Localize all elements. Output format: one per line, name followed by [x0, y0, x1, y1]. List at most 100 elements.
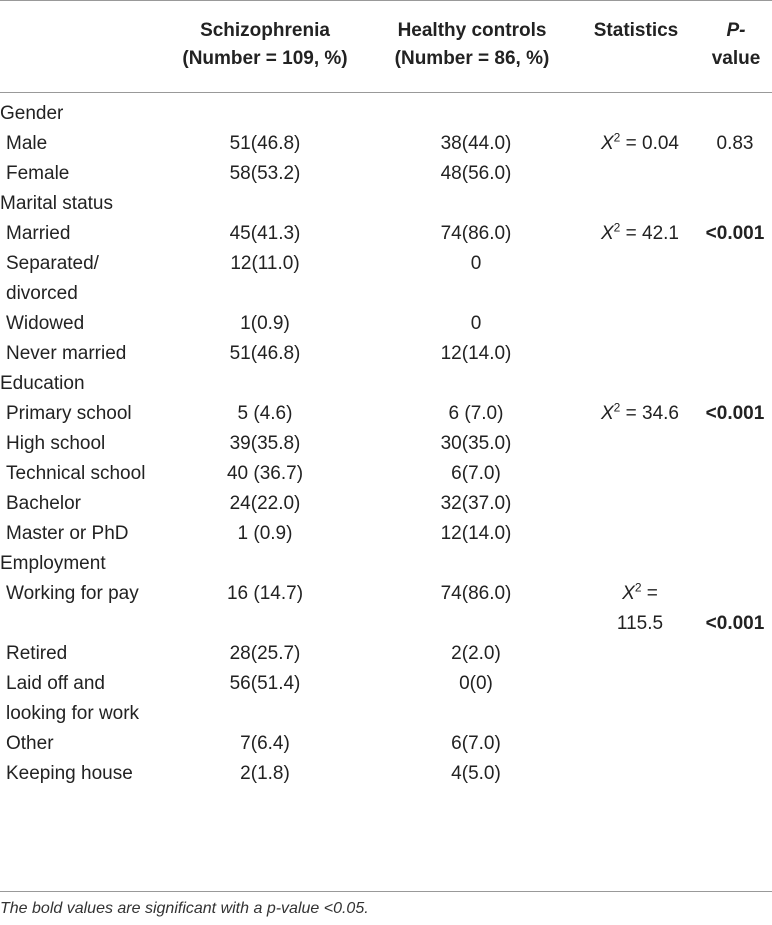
p-value [698, 459, 772, 489]
p-value [698, 309, 772, 339]
schizophrenia-value: 12(11.0) [230, 253, 300, 274]
header-controls: Healthy controls (Number = 86, %) [372, 17, 572, 73]
row-label: Technical school [6, 463, 146, 484]
p-value [698, 189, 772, 219]
p-value [698, 429, 772, 459]
schizophrenia-value: 39(35.8) [229, 433, 301, 454]
row-label: High school [6, 433, 106, 454]
statistic-value: X2 = 0.04 [582, 129, 698, 159]
controls-value [370, 369, 582, 399]
p-value [698, 759, 772, 789]
statistic-value [582, 729, 698, 759]
row-label: Separated/ divorced [6, 253, 99, 304]
row-label: Primary school [6, 403, 132, 424]
statistic-value [582, 159, 698, 189]
header-statistics: Statistics [580, 17, 692, 45]
schizophrenia-value: 5 (4.6) [237, 403, 293, 424]
table-row: Working for pay 16 (14.7) 74(86.0) X2 = 115… [0, 579, 772, 639]
controls-value: 12(14.0) [440, 523, 512, 544]
controls-value: 2(2.0) [451, 643, 501, 664]
p-value [698, 549, 772, 579]
header-controls-count: (Number = 86, %) [394, 48, 550, 69]
statistic-value [582, 489, 698, 519]
table-row: Married 45(41.3) 74(86.0) X2 = 42.1 <0.001 [0, 219, 772, 249]
table-row: Widowed 1(0.9) 0 [0, 309, 772, 339]
p-value: <0.001 [705, 223, 765, 244]
section-label: Employment [0, 553, 106, 574]
controls-value: 74(86.0) [440, 583, 512, 604]
header-rule [0, 92, 772, 93]
controls-value: 4(5.0) [451, 763, 501, 784]
schizophrenia-value [160, 99, 370, 129]
statistic-value [582, 549, 698, 579]
schizophrenia-value [160, 369, 370, 399]
header-schizophrenia-count: (Number = 109, %) [182, 48, 348, 69]
row-label: Other [6, 733, 54, 754]
statistic-value [582, 459, 698, 489]
header-schizophrenia: Schizophrenia (Number = 109, %) [160, 17, 370, 73]
p-value [698, 729, 772, 759]
table-row: Primary school 5 (4.6) 6 (7.0) X2 = 34.6 <0.… [0, 399, 772, 429]
section-label: Marital status [0, 193, 113, 214]
table-row: High school 39(35.8) 30(35.0) [0, 429, 772, 459]
p-value [698, 249, 772, 309]
statistic-value [582, 339, 698, 369]
row-label: Widowed [6, 313, 85, 334]
p-value [698, 99, 772, 129]
header-schizophrenia-title: Schizophrenia [200, 20, 330, 41]
statistic-value [582, 759, 698, 789]
statistic-value [582, 369, 698, 399]
controls-value [370, 549, 582, 579]
controls-value [370, 189, 582, 219]
controls-value [370, 99, 582, 129]
statistic-value [582, 639, 698, 669]
table-row: Never married 51(46.8) 12(14.0) [0, 339, 772, 369]
table-row: Keeping house 2(1.8) 4(5.0) [0, 759, 772, 789]
chi-square-exponent: 2 [613, 400, 621, 415]
statistic-number: = 0.04 [620, 133, 679, 154]
statistic-value [582, 309, 698, 339]
row-label: Laid off and looking for work [6, 673, 140, 724]
schizophrenia-value: 7(6.4) [240, 733, 290, 754]
chi-square-symbol: X [622, 583, 635, 604]
header-statistics-title: Statistics [593, 20, 679, 41]
table-row: Employment [0, 549, 772, 579]
p-value [698, 669, 772, 729]
p-value [698, 639, 772, 669]
chi-square-symbol: X [600, 223, 614, 244]
schizophrenia-value: 56(51.4) [229, 673, 301, 694]
chi-square-exponent: 2 [613, 220, 621, 235]
schizophrenia-value: 51(46.8) [229, 133, 301, 154]
schizophrenia-value [160, 549, 370, 579]
row-label: Keeping house [6, 763, 133, 784]
p-value: <0.001 [705, 613, 765, 634]
statistic-value [582, 429, 698, 459]
row-label: Male [6, 133, 48, 154]
table-row: Marital status [0, 189, 772, 219]
schizophrenia-value: 1(0.9) [240, 313, 290, 334]
row-label: Bachelor [6, 493, 81, 514]
statistic-value [582, 99, 698, 129]
statistic-value: X2 = 115.5 [582, 579, 698, 639]
statistic-value [582, 189, 698, 219]
table-row: Female 58(53.2) 48(56.0) [0, 159, 772, 189]
table-row: Master or PhD 1 (0.9) 12(14.0) [0, 519, 772, 549]
p-value [698, 369, 772, 399]
controls-value: 32(37.0) [440, 493, 512, 514]
statistic-value: X2 = 42.1 [582, 219, 698, 249]
controls-value: 30(35.0) [440, 433, 512, 454]
schizophrenia-value: 24(22.0) [229, 493, 301, 514]
statistic-value [582, 669, 698, 729]
statistic-number: = 34.6 [620, 403, 679, 424]
row-label: Working for pay [6, 583, 139, 604]
statistic-value: X2 = 34.6 [582, 399, 698, 429]
header-controls-title: Healthy controls [397, 20, 547, 41]
row-label: Retired [6, 643, 68, 664]
statistic-number: = 115.5 [616, 583, 664, 634]
header-pvalue-line2: value [711, 48, 761, 69]
chi-square-exponent: 2 [613, 130, 621, 145]
table-row: Education [0, 369, 772, 399]
row-label: Never married [6, 343, 127, 364]
controls-value: 0 [470, 313, 482, 334]
p-value [698, 159, 772, 189]
